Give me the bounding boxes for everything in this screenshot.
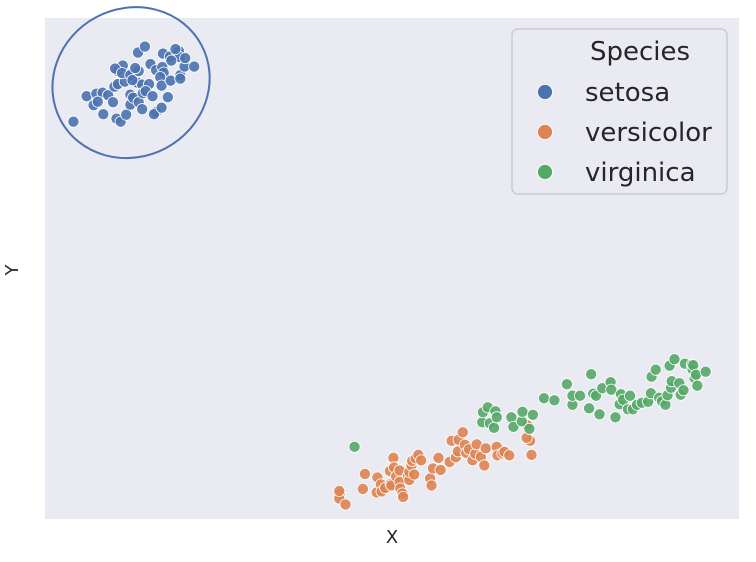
point-setosa-56 (179, 52, 192, 65)
legend-entries: setosa versicolor virginica (537, 78, 712, 188)
point-setosa-30 (129, 62, 142, 75)
point-versicolor-32 (425, 479, 438, 492)
point-setosa-8 (107, 96, 120, 109)
point-versicolor-4 (358, 467, 371, 480)
point-virginica-19 (574, 389, 587, 402)
point-virginica-14 (537, 392, 550, 405)
point-virginica-21 (585, 368, 598, 381)
point-virginica-20 (583, 402, 596, 415)
point-versicolor-49 (478, 459, 491, 472)
legend-title: Species (590, 37, 690, 67)
legend-label-setosa: setosa (585, 78, 670, 108)
point-virginica-11 (516, 405, 529, 418)
point-virginica-24 (593, 408, 606, 421)
legend-label-versicolor: versicolor (585, 118, 712, 148)
point-virginica-5 (488, 421, 501, 434)
point-setosa-41 (146, 90, 159, 103)
point-versicolor-5 (356, 482, 369, 495)
point-versicolor-58 (525, 448, 538, 461)
point-setosa-44 (136, 103, 149, 116)
point-virginica-7 (490, 411, 503, 424)
point-virginica-0 (348, 440, 361, 453)
point-setosa-45 (155, 101, 168, 114)
point-setosa-0 (67, 115, 80, 128)
cluster-ellipse-setosa (51, 6, 211, 160)
legend: Species setosa versicolor virginica (511, 28, 728, 195)
point-versicolor-30 (415, 454, 428, 467)
point-virginica-51 (677, 384, 690, 397)
point-virginica-12 (523, 422, 536, 435)
y-axis-label: Y (2, 264, 23, 277)
point-setosa-57 (169, 43, 182, 56)
point-virginica-13 (526, 408, 539, 421)
point-virginica-33 (624, 389, 637, 402)
legend-item-virginica: virginica (537, 158, 696, 188)
point-virginica-40 (649, 363, 662, 376)
point-setosa-58 (165, 54, 178, 67)
point-setosa-28 (126, 74, 139, 87)
point-versicolor-35 (434, 463, 447, 476)
legend-item-versicolor: versicolor (537, 118, 712, 148)
point-versicolor-55 (503, 449, 516, 462)
data-points (67, 40, 712, 511)
point-versicolor-2 (333, 484, 346, 497)
point-virginica-28 (609, 411, 622, 424)
point-setosa-55 (188, 60, 201, 73)
point-virginica-48 (668, 353, 681, 366)
point-virginica-27 (605, 383, 618, 396)
legend-marker-virginica (537, 164, 553, 180)
point-versicolor-27 (408, 468, 421, 481)
point-setosa-47 (164, 74, 177, 87)
point-setosa-6 (91, 95, 104, 108)
legend-box (511, 28, 728, 195)
legend-item-setosa: setosa (537, 78, 670, 108)
x-axis-label: X (386, 527, 398, 548)
point-versicolor-50 (479, 442, 492, 455)
point-virginica-9 (507, 420, 520, 433)
point-setosa-4 (97, 108, 110, 121)
point-versicolor-21 (397, 490, 410, 503)
cluster-ellipse-layer (51, 6, 211, 160)
point-setosa-32 (138, 40, 151, 53)
point-setosa-38 (155, 79, 168, 92)
legend-marker-versicolor (537, 124, 553, 140)
point-versicolor-34 (432, 451, 445, 464)
point-virginica-58 (691, 379, 704, 392)
point-virginica-16 (560, 378, 573, 391)
point-setosa-11 (120, 108, 133, 121)
legend-marker-setosa (537, 84, 553, 100)
legend-label-virginica: virginica (585, 158, 696, 188)
point-virginica-59 (699, 365, 712, 378)
point-setosa-43 (147, 108, 160, 121)
point-virginica-15 (548, 394, 561, 407)
point-setosa-59 (174, 72, 187, 85)
point-versicolor-41 (456, 426, 469, 439)
point-setosa-46 (161, 91, 174, 104)
point-versicolor-3 (339, 498, 352, 511)
